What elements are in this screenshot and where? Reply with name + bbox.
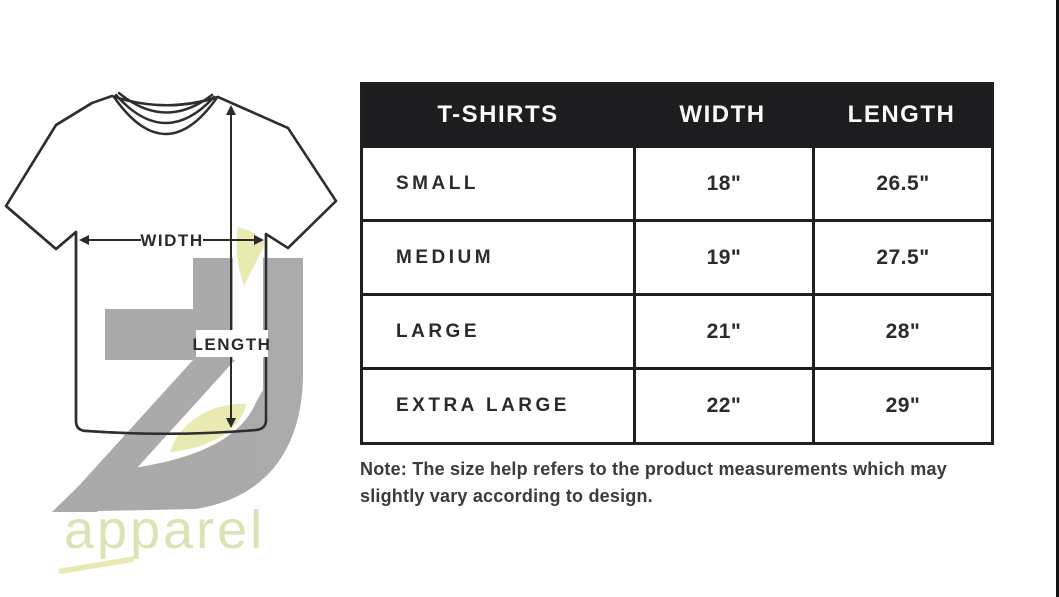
width-cell-extra-large: 22" <box>633 367 812 442</box>
width-cell-large: 21" <box>633 293 812 367</box>
right-border-line <box>1056 0 1059 597</box>
size-cell-small: SMALL <box>363 145 633 219</box>
length-label-backing <box>196 330 268 357</box>
size-cell-extra-large: EXTRA LARGE <box>363 367 633 442</box>
size-cell-large: LARGE <box>363 293 633 367</box>
column-header-length: LENGTH <box>812 85 991 145</box>
length-cell-large: 28" <box>812 293 991 367</box>
size-table: T-SHIRTS WIDTH LENGTH SMALL 18" 26.5" ME… <box>360 82 994 445</box>
length-label: LENGTH <box>193 335 272 354</box>
length-measurement <box>226 105 236 428</box>
size-cell-medium: MEDIUM <box>363 219 633 293</box>
width-cell-small: 18" <box>633 145 812 219</box>
width-label: WIDTH <box>140 231 203 250</box>
size-note-line2: slightly vary according to design. <box>360 486 653 506</box>
size-note-line1: Note: The size help refers to the produc… <box>360 459 947 479</box>
size-note: Note: The size help refers to the produc… <box>360 456 1020 510</box>
column-header-width: WIDTH <box>633 85 812 145</box>
width-cell-medium: 19" <box>633 219 812 293</box>
column-header-tshirts: T-SHIRTS <box>363 85 633 145</box>
length-cell-medium: 27.5" <box>812 219 991 293</box>
tshirt-diagram: WIDTH LENGTH <box>4 91 338 574</box>
length-cell-extra-large: 29" <box>812 367 991 442</box>
tshirt-outline-overlay <box>4 94 338 436</box>
length-cell-small: 26.5" <box>812 145 991 219</box>
brand-wordmark: apparel <box>64 500 266 560</box>
